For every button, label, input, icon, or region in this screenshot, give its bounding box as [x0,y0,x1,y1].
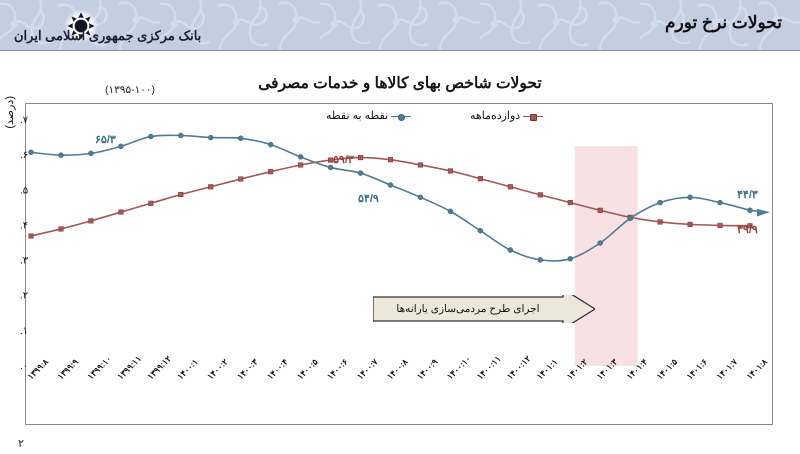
svg-text:۱۴۰۰:۱۲: ۱۴۰۰:۱۲ [505,353,533,381]
svg-text:۱۳۹۹:۱۱: ۱۳۹۹:۱۱ [115,353,143,381]
svg-text:۱۳۹۹:۸: ۱۳۹۹:۸ [25,356,50,381]
svg-text:۱۴۰۰:۷: ۱۴۰۰:۷ [355,356,380,381]
svg-text:۱۴۰۰:۲: ۱۴۰۰:۲ [205,356,230,381]
svg-text:۱۴۰۰:۴: ۱۴۰۰:۴ [265,357,290,382]
svg-text:۱۴۰۱:۵: ۱۴۰۱:۵ [654,356,679,381]
svg-text:۴.: ۴. [20,220,28,231]
svg-text:۱۳۹۹:۹: ۱۳۹۹:۹ [55,356,80,381]
svg-text:۱۳۹۹:۱۲: ۱۳۹۹:۱۲ [145,353,173,381]
svg-text:۵.: ۵. [20,185,28,196]
svg-text:۱۴۰۰:۱۰: ۱۴۰۰:۱۰ [445,353,473,381]
svg-text:۱۴۰۰:۸: ۱۴۰۰:۸ [385,356,410,381]
svg-text:۱۴۰۱:۷: ۱۴۰۱:۷ [714,356,739,381]
svg-text:۱۴۰۰:۹: ۱۴۰۰:۹ [415,356,440,381]
svg-text:۱۳۹۹:۱۰: ۱۳۹۹:۱۰ [85,353,113,381]
svg-text:۱۴۰۰:۵: ۱۴۰۰:۵ [295,356,320,381]
svg-text:۰.: ۰. [20,361,28,372]
svg-text:۱۴۰۱:۸: ۱۴۰۱:۸ [744,356,769,381]
svg-text:۱۴۰۱:۱: ۱۴۰۱:۱ [535,357,560,382]
svg-text:۱۴۰۱:۶: ۱۴۰۱:۶ [684,357,709,382]
svg-text:۱.: ۱. [20,326,28,337]
svg-text:۱۴۰۰:۱۱: ۱۴۰۰:۱۱ [475,353,503,381]
svg-text:۱۴۰۰:۱: ۱۴۰۰:۱ [175,357,200,382]
svg-text:۲.: ۲. [20,291,28,302]
svg-text:۱۴۰۰:۳: ۱۴۰۰:۳ [235,356,260,381]
svg-text:۱۴۰۰:۶: ۱۴۰۰:۶ [325,357,350,382]
svg-text:۶.: ۶. [20,150,28,161]
svg-text:۳.: ۳. [20,256,29,267]
